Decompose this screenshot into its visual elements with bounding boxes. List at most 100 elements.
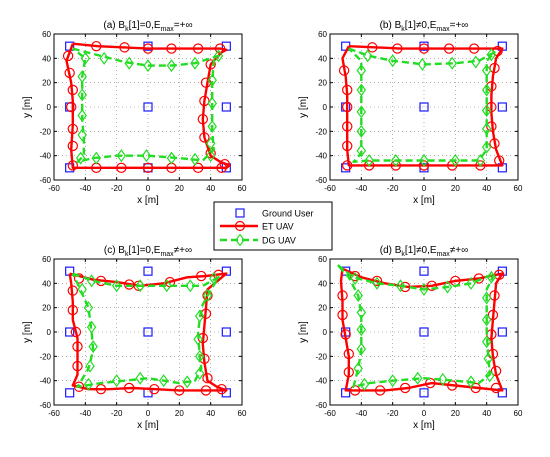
et-uav-marker bbox=[342, 121, 353, 132]
ground-user-marker bbox=[143, 266, 153, 276]
y-tick-label: 0 bbox=[323, 103, 328, 112]
y-tick-label: 40 bbox=[318, 279, 327, 288]
x-axis-label: x [m] bbox=[137, 195, 159, 206]
y-tick-label: -20 bbox=[315, 127, 327, 136]
et-uav-marker bbox=[418, 160, 430, 171]
dg-uav-marker bbox=[190, 152, 200, 166]
et-uav-marker bbox=[72, 341, 83, 352]
et-uav-marker bbox=[166, 43, 177, 54]
dg-uav-marker bbox=[194, 366, 205, 380]
dg-uav-marker bbox=[359, 377, 370, 391]
title-text: [1]=0,E bbox=[128, 245, 160, 256]
et-uav-marker bbox=[473, 273, 485, 284]
y-tick-label: 40 bbox=[42, 279, 51, 288]
x-tick-label: -40 bbox=[356, 184, 368, 193]
dg-uav-marker bbox=[419, 282, 429, 296]
x-tick-label: -20 bbox=[111, 409, 123, 418]
dg-uav-marker bbox=[356, 342, 367, 356]
et-uav-marker bbox=[142, 43, 154, 54]
dg-uav-marker bbox=[143, 59, 153, 73]
title-text: (b) B bbox=[380, 20, 402, 31]
ground-user-marker bbox=[419, 327, 429, 337]
et-uav-marker bbox=[67, 304, 79, 316]
ground-user-marker bbox=[221, 102, 231, 112]
y-tick-label: -40 bbox=[315, 377, 327, 386]
dg-uav-marker bbox=[442, 280, 453, 294]
y-tick-label: 40 bbox=[318, 54, 327, 63]
dg-uav-marker bbox=[486, 270, 497, 284]
ground-user-marker bbox=[65, 388, 75, 398]
et-uav-marker bbox=[62, 50, 74, 62]
dg-uav-marker bbox=[466, 276, 476, 290]
y-tick-label: -60 bbox=[315, 401, 327, 410]
panels-group: -60 -40 -20 0 20 40 60 -60 -40 -20 0 20 40 60 x [m] y [… bbox=[22, 20, 523, 431]
et-uav-marker bbox=[123, 382, 135, 394]
y-tick-label: -20 bbox=[39, 127, 51, 136]
title-subscript: k bbox=[401, 26, 405, 33]
et-uav-marker bbox=[343, 366, 354, 378]
x-tick-label: 20 bbox=[451, 184, 460, 193]
et-uav-marker bbox=[119, 42, 130, 53]
x-tick-label: 0 bbox=[146, 409, 151, 418]
panel-title: (d) Bk[1]≠0,Emax≠+∞ bbox=[380, 245, 469, 258]
legend-label-dg-uav: DG UAV bbox=[262, 236, 296, 246]
dg-uav-marker bbox=[356, 323, 367, 337]
dg-uav-marker bbox=[202, 288, 213, 303]
dg-uav-marker bbox=[438, 372, 448, 386]
et-uav-marker bbox=[149, 383, 160, 395]
panel-title: (b) Bk[1]≠0,Emax=+∞ bbox=[380, 20, 469, 33]
et-uav-marker bbox=[116, 162, 127, 174]
panel-a: -60 -40 -20 0 20 40 60 -60 -40 -20 0 20 40 60 x [m] y [… bbox=[22, 20, 247, 206]
et-uav-marker bbox=[67, 84, 79, 96]
y-tick-label: 0 bbox=[47, 103, 52, 112]
et-uav-marker bbox=[219, 158, 230, 170]
y-tick-label: -60 bbox=[39, 401, 51, 410]
x-tick-label: -20 bbox=[387, 409, 399, 418]
dg-uav-marker bbox=[353, 288, 363, 303]
title-text: =+∞ bbox=[450, 20, 469, 31]
et-uav-marker bbox=[202, 373, 213, 384]
ground-user-marker bbox=[221, 327, 231, 337]
y-tick-label: 40 bbox=[42, 54, 51, 63]
dg-uav-marker bbox=[481, 335, 492, 349]
dg-uav-marker bbox=[475, 154, 486, 168]
title-text: [1]≠0,E bbox=[405, 20, 437, 31]
dg-uav-marker bbox=[481, 104, 492, 118]
et-uav-marker bbox=[490, 365, 502, 377]
dg-uav-marker bbox=[356, 144, 367, 158]
x-tick-label: -40 bbox=[80, 409, 92, 418]
et-uav-marker bbox=[486, 101, 497, 113]
x-tick-label: -40 bbox=[80, 184, 92, 193]
et-uav-marker bbox=[142, 162, 154, 174]
et-uav-marker bbox=[213, 269, 224, 281]
dg-uav-marker bbox=[77, 128, 87, 142]
x-tick-label: 0 bbox=[146, 184, 151, 193]
title-text: (a) B bbox=[103, 20, 125, 31]
dg-uav-marker bbox=[481, 83, 492, 97]
ground-user-marker bbox=[419, 388, 429, 398]
et-uav-marker bbox=[197, 113, 209, 125]
et-uav-marker bbox=[418, 43, 430, 54]
dg-uav-marker bbox=[111, 279, 122, 293]
et-uav-marker bbox=[338, 65, 350, 76]
dg-uav-marker bbox=[481, 140, 492, 154]
dg-uav-marker bbox=[135, 279, 145, 293]
dg-uav-marker bbox=[207, 73, 217, 87]
et-uav-marker bbox=[216, 383, 227, 395]
ground-user-marker bbox=[143, 327, 153, 337]
et-uav-marker bbox=[196, 270, 207, 282]
dg-uav-marker bbox=[91, 151, 102, 165]
title-subscript: k bbox=[125, 251, 129, 258]
dg-uav-marker bbox=[193, 332, 203, 346]
dg-uav-marker bbox=[99, 51, 109, 65]
et-uav-marker bbox=[64, 67, 75, 79]
x-axis-label: x [m] bbox=[413, 420, 435, 431]
et-uav-marker bbox=[72, 360, 83, 372]
dg-uav-path bbox=[71, 272, 220, 388]
y-tick-label: -40 bbox=[39, 152, 51, 161]
et-uav-marker bbox=[468, 43, 480, 54]
et-uav-marker bbox=[67, 285, 79, 296]
x-tick-label: 60 bbox=[514, 409, 523, 418]
dg-uav-marker bbox=[466, 375, 476, 389]
dg-uav-marker bbox=[417, 57, 428, 71]
